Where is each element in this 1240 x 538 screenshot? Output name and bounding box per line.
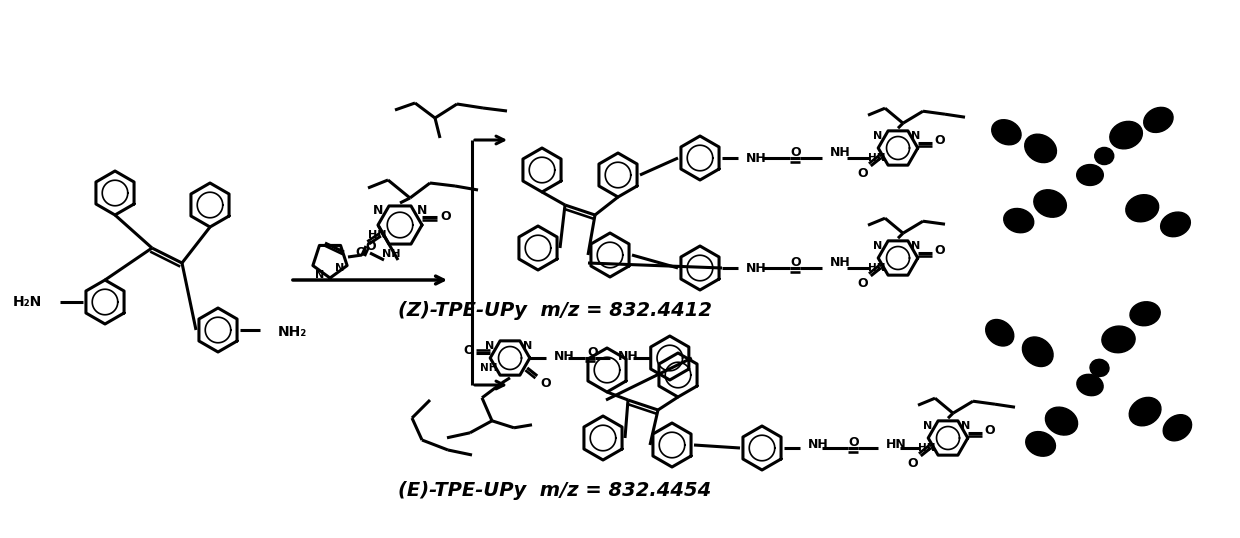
Text: O: O: [985, 423, 996, 436]
Text: H₂N: H₂N: [12, 295, 42, 309]
Text: O: O: [588, 345, 598, 358]
Text: O: O: [366, 240, 376, 253]
Ellipse shape: [1102, 326, 1135, 353]
Text: N: N: [335, 263, 345, 273]
Ellipse shape: [1076, 374, 1104, 395]
Text: HN: HN: [887, 437, 906, 450]
Ellipse shape: [1024, 134, 1056, 162]
Ellipse shape: [1023, 337, 1053, 366]
Text: NH: NH: [746, 261, 766, 274]
Ellipse shape: [1130, 398, 1161, 426]
Text: NH: NH: [746, 152, 766, 165]
Text: HN: HN: [868, 153, 885, 163]
Ellipse shape: [1143, 108, 1173, 132]
Ellipse shape: [1025, 431, 1055, 456]
Text: NH: NH: [808, 437, 828, 450]
Ellipse shape: [1163, 415, 1192, 441]
Ellipse shape: [1003, 208, 1034, 233]
Text: O: O: [440, 210, 451, 223]
Text: O: O: [935, 133, 945, 146]
Text: O: O: [848, 435, 859, 449]
Ellipse shape: [1161, 212, 1190, 237]
Ellipse shape: [1126, 195, 1158, 222]
Text: N: N: [911, 241, 920, 251]
Text: O: O: [356, 245, 366, 258]
Text: (Z)-TPE-UPy  m/z = 832.4412: (Z)-TPE-UPy m/z = 832.4412: [398, 301, 712, 320]
Text: HN: HN: [919, 443, 936, 453]
Text: N: N: [315, 270, 325, 280]
Text: N: N: [485, 341, 495, 351]
Text: O: O: [935, 244, 945, 257]
Text: NH: NH: [382, 249, 401, 259]
Ellipse shape: [1045, 407, 1078, 435]
Ellipse shape: [1034, 190, 1066, 217]
Text: O: O: [791, 145, 801, 159]
Text: NH: NH: [830, 257, 851, 270]
Text: (E)-TPE-UPy  m/z = 832.4454: (E)-TPE-UPy m/z = 832.4454: [398, 480, 712, 499]
Text: NH: NH: [618, 350, 639, 363]
Text: N: N: [873, 241, 883, 251]
Ellipse shape: [1130, 302, 1161, 325]
Ellipse shape: [1090, 359, 1109, 377]
Text: NH: NH: [830, 146, 851, 159]
Text: N: N: [961, 421, 971, 431]
Text: N: N: [373, 203, 383, 216]
Text: O: O: [539, 377, 551, 391]
Text: NH: NH: [480, 363, 497, 373]
Text: HN: HN: [368, 230, 386, 240]
Text: N: N: [924, 421, 932, 431]
Text: O: O: [858, 278, 868, 291]
Text: N: N: [417, 203, 428, 216]
Text: O: O: [463, 343, 474, 357]
Text: NH₂: NH₂: [278, 325, 308, 339]
Ellipse shape: [1076, 165, 1104, 186]
Text: O: O: [858, 167, 868, 180]
Ellipse shape: [986, 320, 1014, 346]
Text: NH: NH: [554, 350, 574, 363]
Text: HN: HN: [868, 263, 885, 273]
Text: N: N: [911, 131, 920, 141]
Text: N: N: [873, 131, 883, 141]
Text: O: O: [791, 256, 801, 268]
Text: N: N: [523, 341, 533, 351]
Ellipse shape: [1095, 147, 1114, 165]
Text: O: O: [908, 457, 918, 470]
Ellipse shape: [992, 120, 1021, 145]
Ellipse shape: [1110, 122, 1142, 149]
